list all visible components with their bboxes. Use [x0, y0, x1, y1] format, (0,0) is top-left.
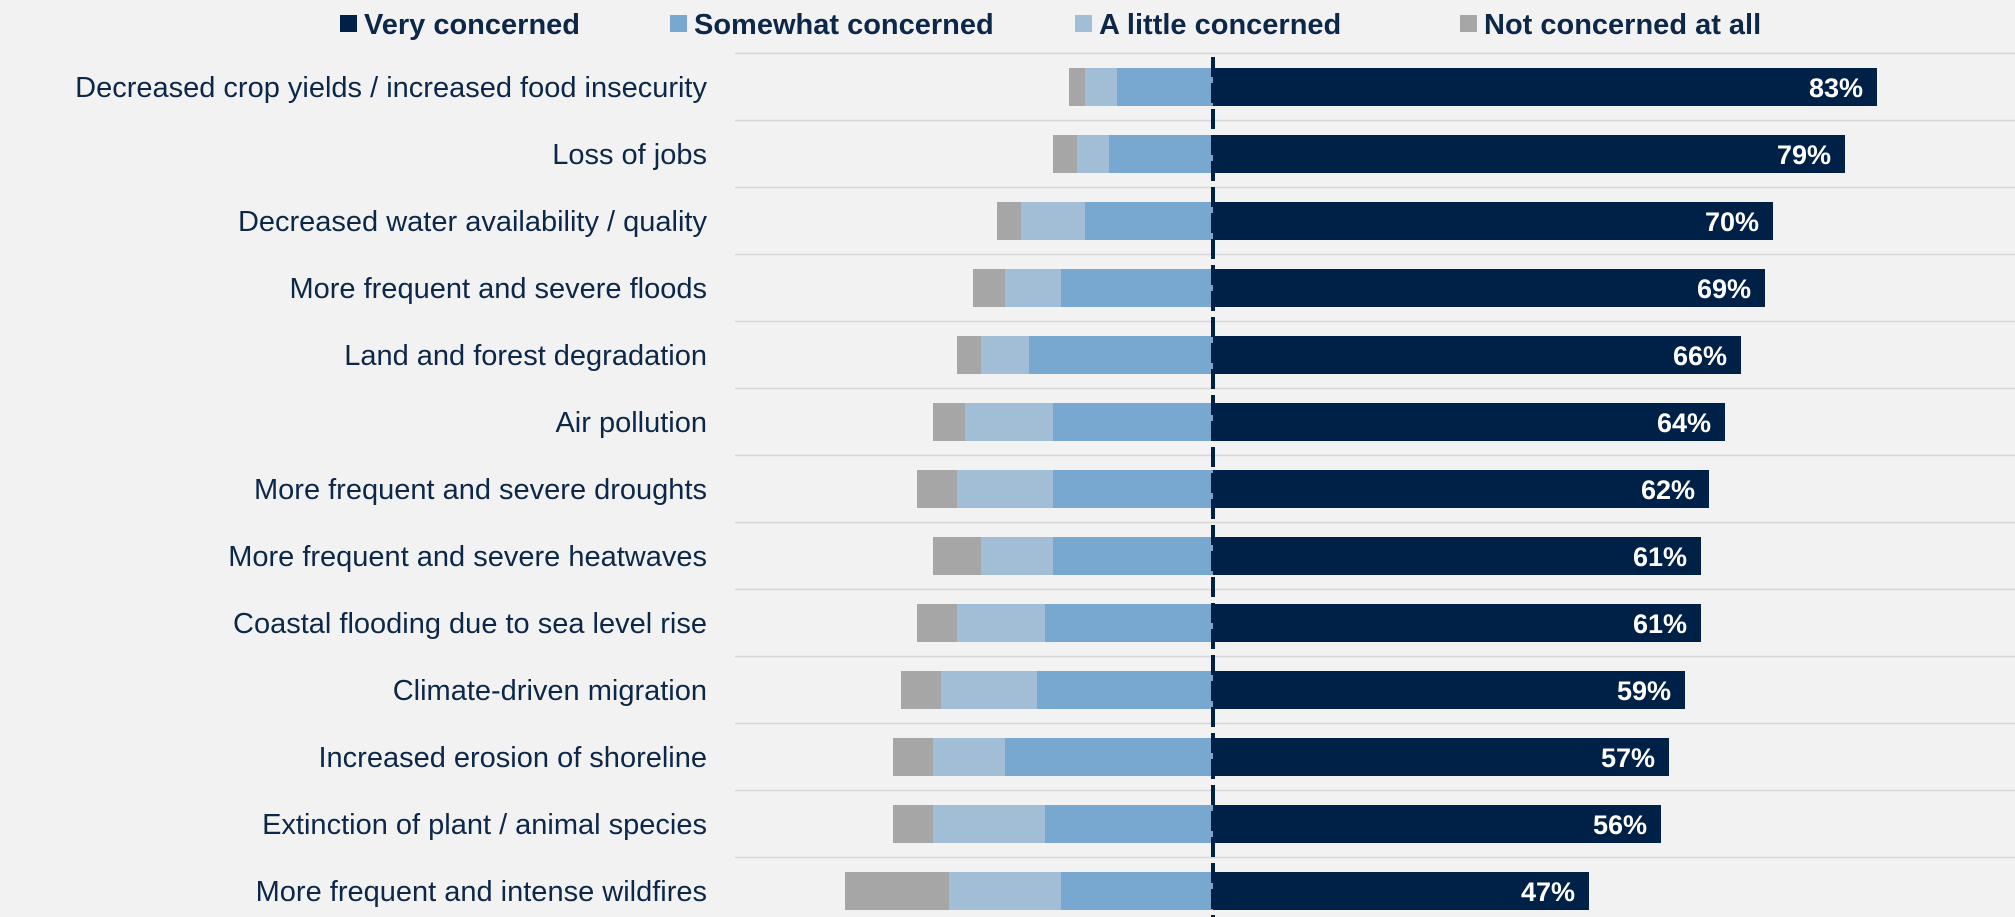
data-label: 56%: [1593, 810, 1647, 840]
category-label: Decreased water availability / quality: [238, 206, 708, 238]
bar-somewhat-concerned: [1053, 470, 1213, 508]
bar-somewhat-concerned: [1085, 202, 1213, 240]
category-label: More frequent and severe floods: [289, 273, 707, 305]
bar-a-little-concerned: [933, 738, 1005, 776]
bar-a-little-concerned: [957, 604, 1045, 642]
bar-very-concerned: [1213, 403, 1725, 441]
bar-a-little-concerned: [981, 537, 1053, 575]
legend-swatch: [340, 15, 357, 32]
category-label: Loss of jobs: [552, 139, 707, 171]
bar-not-concerned-at-all: [845, 872, 949, 910]
bar-somewhat-concerned: [1045, 805, 1213, 843]
bar-somewhat-concerned: [1053, 403, 1213, 441]
bar-not-concerned-at-all: [1053, 135, 1077, 173]
data-label: 61%: [1633, 542, 1687, 572]
category-label: Decreased crop yields / increased food i…: [75, 72, 707, 104]
bar-somewhat-concerned: [1045, 604, 1213, 642]
bar-somewhat-concerned: [1061, 872, 1213, 910]
bar-somewhat-concerned: [1061, 269, 1213, 307]
data-label: 47%: [1521, 877, 1575, 907]
data-label: 83%: [1809, 73, 1863, 103]
bar-somewhat-concerned: [1029, 336, 1213, 374]
legend-swatch: [670, 15, 687, 32]
data-label: 62%: [1641, 475, 1695, 505]
data-label: 66%: [1673, 341, 1727, 371]
bar-not-concerned-at-all: [1069, 68, 1085, 106]
category-label: Air pollution: [555, 407, 707, 439]
legend-label: A little concerned: [1099, 9, 1341, 41]
bar-a-little-concerned: [949, 872, 1061, 910]
bar-a-little-concerned: [965, 403, 1053, 441]
category-label: More frequent and severe droughts: [254, 474, 707, 506]
bar-very-concerned: [1213, 470, 1709, 508]
legend-label: Not concerned at all: [1484, 9, 1761, 41]
category-label: Extinction of plant / animal species: [262, 809, 707, 841]
bar-not-concerned-at-all: [893, 805, 933, 843]
data-label: 69%: [1697, 274, 1751, 304]
bar-a-little-concerned: [941, 671, 1037, 709]
bar-somewhat-concerned: [1053, 537, 1213, 575]
bar-very-concerned: [1213, 537, 1701, 575]
bar-not-concerned-at-all: [917, 604, 957, 642]
bar-very-concerned: [1213, 336, 1741, 374]
bar-very-concerned: [1213, 269, 1765, 307]
bar-somewhat-concerned: [1109, 135, 1213, 173]
legend-swatch: [1460, 15, 1477, 32]
bar-somewhat-concerned: [1037, 671, 1213, 709]
bar-very-concerned: [1213, 805, 1661, 843]
data-label: 64%: [1657, 408, 1711, 438]
bar-not-concerned-at-all: [917, 470, 957, 508]
bar-a-little-concerned: [1077, 135, 1109, 173]
category-label: Increased erosion of shoreline: [318, 742, 707, 774]
bar-somewhat-concerned: [1005, 738, 1213, 776]
bar-very-concerned: [1213, 202, 1773, 240]
data-label: 59%: [1617, 676, 1671, 706]
bar-not-concerned-at-all: [901, 671, 941, 709]
category-label: Land and forest degradation: [344, 340, 707, 372]
data-label: 79%: [1777, 140, 1831, 170]
bar-not-concerned-at-all: [933, 537, 981, 575]
bar-a-little-concerned: [1005, 269, 1061, 307]
bar-not-concerned-at-all: [997, 202, 1021, 240]
bar-very-concerned: [1213, 604, 1701, 642]
bar-a-little-concerned: [933, 805, 1045, 843]
legend-label: Very concerned: [364, 9, 580, 41]
bar-very-concerned: [1213, 738, 1669, 776]
bar-not-concerned-at-all: [973, 269, 1005, 307]
bar-not-concerned-at-all: [933, 403, 965, 441]
data-label: 61%: [1633, 609, 1687, 639]
category-label: Coastal flooding due to sea level rise: [233, 608, 707, 640]
bar-very-concerned: [1213, 135, 1845, 173]
category-label: More frequent and intense wildfires: [256, 876, 707, 908]
legend-swatch: [1075, 15, 1092, 32]
bar-a-little-concerned: [957, 470, 1053, 508]
bar-not-concerned-at-all: [957, 336, 981, 374]
category-label: More frequent and severe heatwaves: [228, 541, 707, 573]
legend-label: Somewhat concerned: [694, 9, 994, 41]
bar-not-concerned-at-all: [893, 738, 933, 776]
data-label: 70%: [1705, 207, 1759, 237]
bar-somewhat-concerned: [1117, 68, 1213, 106]
bar-a-little-concerned: [981, 336, 1029, 374]
bar-a-little-concerned: [1021, 202, 1085, 240]
bar-very-concerned: [1213, 68, 1877, 106]
category-label: Climate-driven migration: [393, 675, 707, 707]
bar-very-concerned: [1213, 671, 1685, 709]
bar-very-concerned: [1213, 872, 1589, 910]
data-label: 57%: [1601, 743, 1655, 773]
bar-a-little-concerned: [1085, 68, 1117, 106]
